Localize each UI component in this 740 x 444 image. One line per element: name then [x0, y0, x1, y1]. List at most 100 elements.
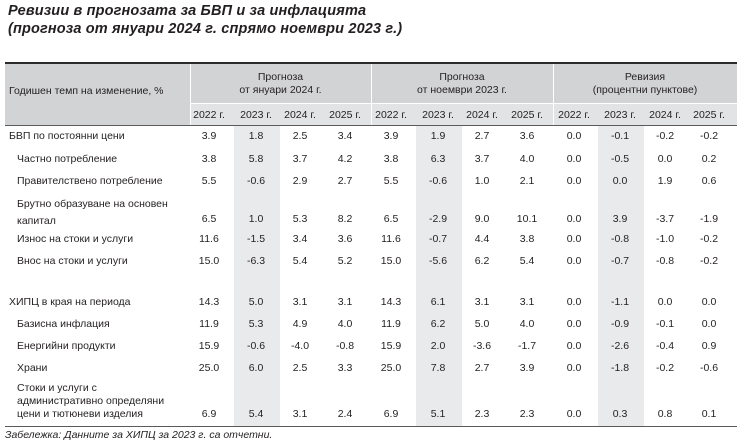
- table-cell: 11.6: [381, 233, 401, 245]
- header-divider: [190, 103, 737, 104]
- table-cell: 5.0: [248, 296, 264, 308]
- table-cell: 2.0: [430, 340, 446, 352]
- year-header: 2023 г.: [422, 109, 454, 121]
- table-cell: 3.1: [519, 296, 535, 308]
- table-cell: 0.0: [701, 318, 717, 330]
- table-cell: -0.6: [428, 175, 448, 187]
- table-cell: 15.0: [198, 255, 220, 267]
- table-cell: -0.2: [699, 130, 719, 142]
- table-cell: 5.0: [474, 318, 490, 330]
- row-label: Частно потребление: [17, 153, 117, 166]
- table-cell: 3.6: [337, 233, 353, 245]
- table-cell: 5.3: [248, 318, 264, 330]
- row-label: Храни: [17, 362, 47, 375]
- table-cell: -5.6: [428, 255, 448, 267]
- table-cell: 8.2: [337, 213, 353, 225]
- table-cell: 3.4: [292, 233, 308, 245]
- table-cell: 2.3: [519, 408, 535, 420]
- table-cell: 2.5: [292, 130, 308, 142]
- shaded-column: [416, 125, 462, 426]
- table-cell: 6.2: [474, 255, 490, 267]
- table-cell: 6.3: [430, 153, 446, 165]
- table-cell: 0.0: [566, 233, 582, 245]
- table-cell: 0.0: [566, 153, 582, 165]
- table-cell: 15.9: [198, 340, 220, 352]
- table-cell: 3.1: [337, 296, 353, 308]
- table-cell: 14.3: [380, 296, 402, 308]
- table-cell: -0.6: [699, 362, 719, 374]
- table-cell: -0.8: [610, 233, 630, 245]
- row-label-line: Частно потребление: [17, 153, 118, 165]
- table-cell: -3.7: [655, 213, 675, 225]
- table-cell: 1.8: [248, 130, 264, 142]
- footnote: Забележка: Данните за ХИПЦ за 2023 г. са…: [5, 429, 273, 441]
- header-bottom-rule: [5, 125, 737, 126]
- table-cell: 0.0: [566, 340, 582, 352]
- row-label-line: БВП по постоянни цени: [9, 130, 125, 142]
- table-cell: 3.8: [519, 233, 535, 245]
- table-cell: -0.7: [428, 233, 448, 245]
- row-label: Стоки и услуги с административно определя…: [17, 382, 164, 421]
- table-cell: 4.2: [337, 153, 353, 165]
- table-cell: 0.0: [657, 296, 673, 308]
- table-title: Ревизии в прогнозата за БВП и за инфлаци…: [8, 3, 402, 38]
- row-label-line: Правителствено потребление: [17, 175, 163, 187]
- table-cell: 2.1: [519, 175, 535, 187]
- table-cell: 3.1: [292, 296, 308, 308]
- table-cell: 5.1: [430, 408, 446, 420]
- table-cell: -0.2: [699, 255, 719, 267]
- table-cell: -0.9: [610, 318, 630, 330]
- table-cell: 6.0: [248, 362, 264, 374]
- table-cell: 1.0: [474, 175, 490, 187]
- table-cell: 4.4: [474, 233, 490, 245]
- year-header: 2022 г.: [558, 109, 590, 121]
- table-cell: -0.2: [655, 130, 675, 142]
- table-cell: 2.7: [474, 362, 490, 374]
- table-cell: -1.1: [610, 296, 630, 308]
- table-cell: 0.1: [701, 408, 717, 420]
- table-cell: 1.9: [657, 175, 673, 187]
- table-cell: 0.0: [612, 175, 628, 187]
- table-cell: 3.7: [474, 153, 490, 165]
- table-cell: -1.7: [517, 340, 537, 352]
- table-cell: 11.9: [199, 318, 219, 330]
- table-cell: 6.2: [430, 318, 446, 330]
- table-cell: 3.3: [337, 362, 353, 374]
- table-cell: 0.9: [701, 340, 717, 352]
- table-cell: 3.8: [201, 153, 217, 165]
- row-label: Базисна инфлация: [17, 318, 110, 331]
- table-cell: 2.7: [474, 130, 490, 142]
- shaded-column: [598, 125, 644, 426]
- table-cell: -0.1: [610, 130, 630, 142]
- table-cell: 5.3: [292, 213, 308, 225]
- row-label: Внос на стоки и услуги: [17, 255, 128, 268]
- table-cell: 1.9: [430, 130, 446, 142]
- table-cell: 7.8: [430, 362, 446, 374]
- table-cell: 0.0: [566, 362, 582, 374]
- section-header-nov-2023: Прогноза от ноември 2023 г.: [417, 71, 507, 96]
- table-cell: -0.8: [335, 340, 355, 352]
- table-cell: 3.7: [292, 153, 308, 165]
- table-cell: 0.0: [566, 213, 582, 225]
- title-line-1: Ревизии в прогнозата за БВП и за инфлаци…: [8, 3, 367, 19]
- table-cell: 0.0: [566, 130, 582, 142]
- row-label-line: Базисна инфлация: [17, 318, 110, 330]
- table-cell: -1.5: [246, 233, 266, 245]
- table-cell: 0.0: [566, 318, 582, 330]
- table-cell: 4.0: [519, 318, 535, 330]
- table-cell: 3.1: [474, 296, 490, 308]
- table-cell: -4.0: [290, 340, 310, 352]
- row-label: БВП по постоянни цени: [9, 130, 125, 143]
- table-cell: 0.0: [657, 153, 673, 165]
- year-header: 2024 г.: [284, 109, 316, 121]
- table-cell: 4.0: [519, 153, 535, 165]
- table-cell: 0.0: [566, 296, 582, 308]
- table-cell: 0.8: [657, 408, 673, 420]
- table-cell: 0.6: [701, 175, 717, 187]
- table-cell: -6.3: [246, 255, 266, 267]
- table-cell: 2.3: [474, 408, 490, 420]
- row-label-header: Годишен темп на изменение, %: [9, 85, 164, 97]
- table-cell: 2.9: [292, 175, 308, 187]
- table-cell: -0.8: [655, 255, 675, 267]
- table-cell: 5.2: [337, 255, 353, 267]
